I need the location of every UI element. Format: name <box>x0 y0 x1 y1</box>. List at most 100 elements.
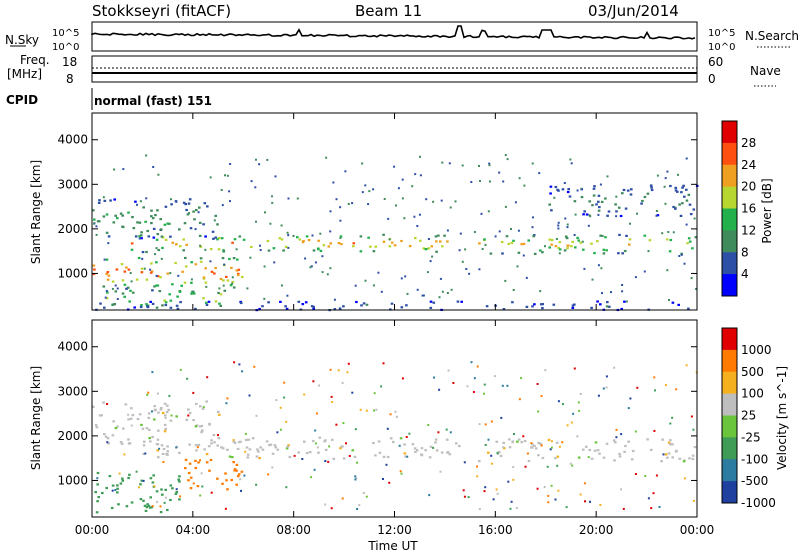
heatmap-cell <box>259 244 261 247</box>
heatmap-cell <box>593 449 597 452</box>
heatmap-cell <box>354 475 357 478</box>
heatmap-cell <box>502 441 505 444</box>
heatmap-cell <box>473 377 476 380</box>
heatmap-cell <box>592 194 596 197</box>
heatmap-cell <box>121 477 124 480</box>
heatmap-cell <box>517 438 521 441</box>
heatmap-cell <box>171 283 174 286</box>
heatmap-cell <box>678 203 681 206</box>
y-tick-label: 4000 <box>57 133 88 147</box>
heatmap-cell <box>403 217 406 220</box>
heatmap-cell <box>392 440 395 444</box>
colorbar-segment <box>722 208 737 231</box>
heatmap-cell <box>495 440 499 443</box>
heatmap-cell <box>94 424 98 427</box>
heatmap-cell <box>223 289 227 292</box>
heatmap-cell <box>219 304 223 307</box>
heatmap-cell <box>466 385 469 388</box>
heatmap-cell <box>235 463 239 466</box>
heatmap-cell <box>434 441 437 444</box>
heatmap-cell <box>151 435 154 439</box>
heatmap-cell <box>93 218 96 221</box>
x-tick-label: 00:00 <box>680 523 715 537</box>
heatmap-cell <box>134 200 137 203</box>
heatmap-cell <box>448 453 452 456</box>
heatmap-cell <box>530 442 533 445</box>
heatmap-cell <box>506 158 509 161</box>
heatmap-cell <box>193 218 196 221</box>
heatmap-cell <box>464 248 467 251</box>
nsky-tick-top: 10^5 <box>52 28 79 39</box>
heatmap-cell <box>564 235 568 238</box>
heatmap-cell <box>599 183 602 186</box>
heatmap-cell <box>327 460 330 463</box>
heatmap-cell <box>419 155 421 158</box>
heatmap-cell <box>138 221 142 224</box>
heatmap-cell <box>662 453 665 456</box>
heatmap-cell <box>400 239 403 243</box>
heatmap-cell <box>285 420 288 423</box>
heatmap-cell <box>592 187 596 190</box>
heatmap-cell <box>141 427 145 430</box>
heatmap-cell <box>220 189 223 191</box>
heatmap-cell <box>489 180 491 183</box>
heatmap-cell <box>95 225 98 228</box>
heatmap-cell <box>669 422 672 425</box>
heatmap-cell <box>518 177 521 180</box>
heatmap-cell <box>594 441 598 444</box>
heatmap-cell <box>145 427 149 430</box>
heatmap-cell <box>285 486 288 489</box>
heatmap-cell <box>587 456 590 459</box>
power-plot-bg <box>92 113 697 310</box>
heatmap-cell <box>151 302 155 305</box>
heatmap-cell <box>351 202 354 205</box>
heatmap-cell <box>92 405 95 408</box>
heatmap-cell <box>120 442 124 445</box>
heatmap-cell <box>219 277 223 281</box>
heatmap-cell <box>680 253 683 256</box>
colorbar-tick-label: 500 <box>741 365 764 379</box>
heatmap-cell <box>394 410 397 413</box>
heatmap-cell <box>597 394 600 397</box>
heatmap-cell <box>509 507 512 510</box>
heatmap-cell <box>226 279 230 282</box>
heatmap-cell <box>147 391 150 394</box>
heatmap-cell <box>230 478 233 482</box>
heatmap-cell <box>441 290 444 293</box>
heatmap-cell <box>478 268 481 271</box>
heatmap-cell <box>266 158 269 161</box>
heatmap-cell <box>198 206 201 209</box>
heatmap-cell <box>429 300 433 303</box>
heatmap-cell <box>372 441 375 445</box>
heatmap-cell <box>155 490 159 493</box>
heatmap-cell <box>198 221 202 224</box>
heatmap-cell <box>218 302 221 305</box>
heatmap-cell <box>130 242 134 245</box>
heatmap-cell <box>644 475 647 477</box>
heatmap-cell <box>174 492 178 495</box>
heatmap-cell <box>582 213 585 216</box>
heatmap-cell <box>621 290 624 293</box>
heatmap-cell <box>213 219 216 222</box>
heatmap-cell <box>216 444 219 447</box>
heatmap-cell <box>96 500 99 503</box>
heatmap-cell <box>182 238 185 241</box>
heatmap-cell <box>138 486 140 489</box>
heatmap-cell <box>585 445 588 448</box>
heatmap-cell <box>597 200 600 203</box>
heatmap-cell <box>92 273 96 276</box>
heatmap-cell <box>106 278 110 281</box>
heatmap-cell <box>161 411 165 415</box>
heatmap-cell <box>536 383 539 385</box>
heatmap-cell <box>312 249 316 252</box>
heatmap-cell <box>405 304 408 307</box>
heatmap-cell <box>301 303 305 306</box>
heatmap-cell <box>687 193 691 196</box>
heatmap-cell <box>463 461 466 464</box>
heatmap-cell <box>244 450 247 453</box>
heatmap-cell <box>483 490 486 493</box>
heatmap-cell <box>175 200 178 203</box>
heatmap-cell <box>516 440 519 443</box>
heatmap-cell <box>103 199 107 202</box>
heatmap-cell <box>395 415 398 418</box>
